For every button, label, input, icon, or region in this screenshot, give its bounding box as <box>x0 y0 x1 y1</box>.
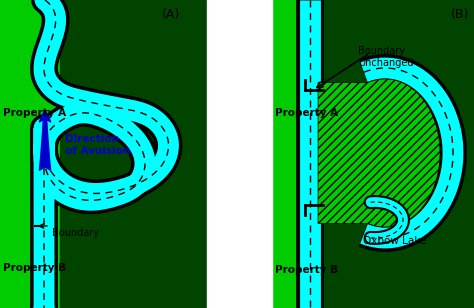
Bar <box>207 0 272 308</box>
Text: (B): (B) <box>451 8 469 21</box>
Text: Direction
of Avulsion: Direction of Avulsion <box>65 134 130 156</box>
Bar <box>60 0 210 308</box>
Bar <box>0 0 210 308</box>
Text: Boundary: Boundary <box>52 228 99 238</box>
Text: Property A: Property A <box>275 108 338 118</box>
Polygon shape <box>360 58 465 248</box>
Bar <box>272 0 322 308</box>
Bar <box>272 0 474 308</box>
Polygon shape <box>318 79 440 227</box>
Text: Boundary
Unchanged: Boundary Unchanged <box>358 46 413 67</box>
Text: Property B: Property B <box>3 263 66 273</box>
Text: Property A: Property A <box>3 108 66 118</box>
Text: (A): (A) <box>162 8 180 21</box>
Text: Property B: Property B <box>275 265 338 275</box>
Text: Oxbow Lake: Oxbow Lake <box>363 236 427 246</box>
